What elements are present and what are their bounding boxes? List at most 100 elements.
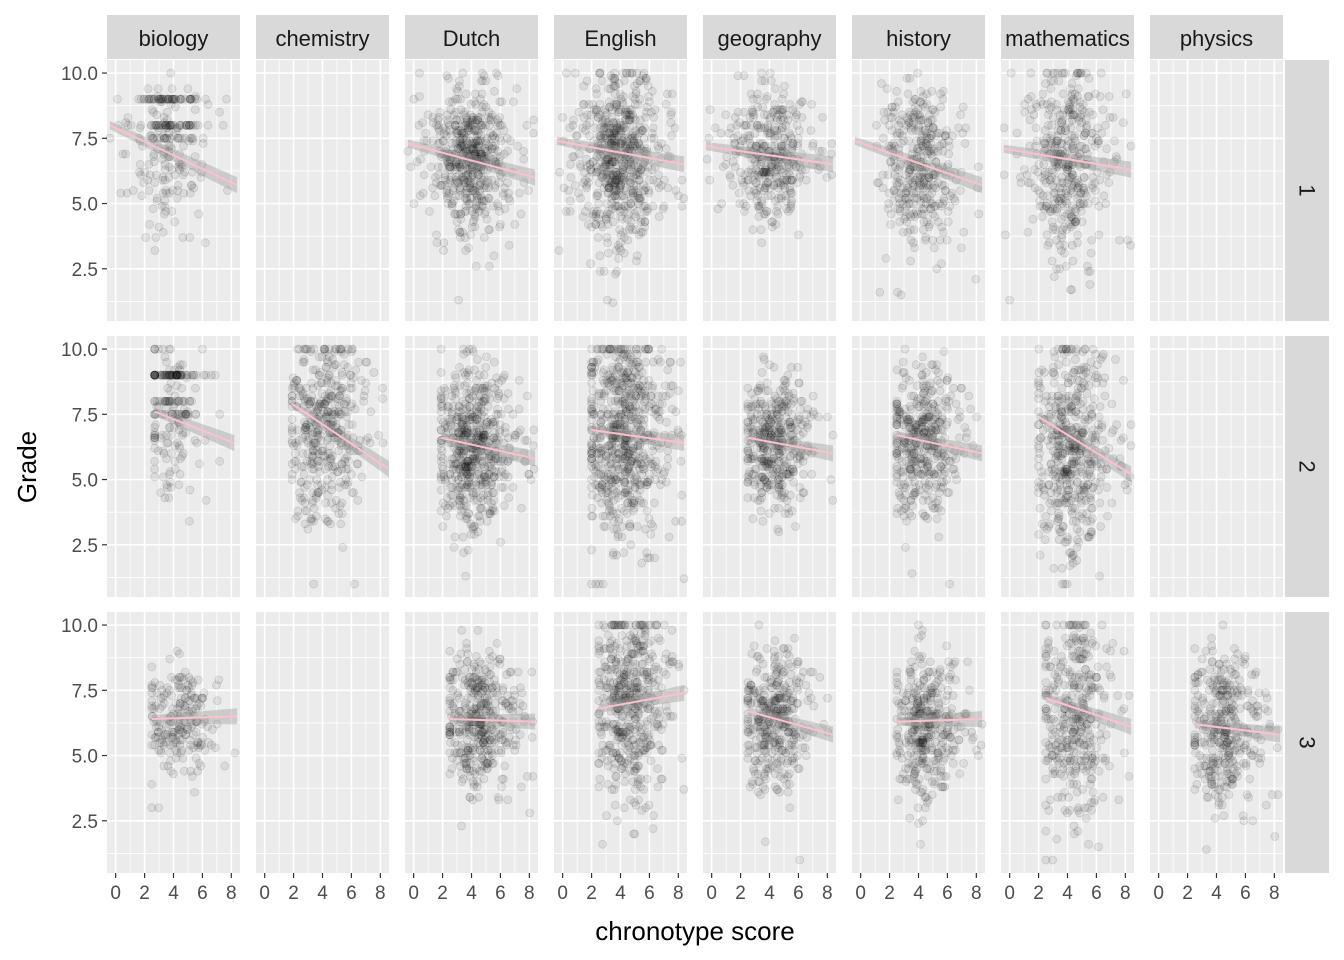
data-point: [775, 165, 785, 175]
data-point: [1104, 92, 1114, 101]
data-point: [910, 243, 920, 253]
facet-strip-physics: physics: [1150, 15, 1283, 59]
data-point: [702, 154, 712, 164]
data-point: [474, 128, 483, 138]
data-point: [642, 102, 652, 112]
data-point: [135, 167, 144, 177]
data-point: [1115, 235, 1124, 245]
row-strip-3: 3: [1285, 612, 1329, 873]
data-point: [178, 360, 188, 370]
data-point: [705, 175, 715, 185]
data-point: [300, 506, 310, 516]
data-point: [493, 115, 503, 125]
data-point: [496, 537, 506, 547]
data-point: [465, 183, 475, 193]
data-point: [793, 459, 803, 469]
data-point: [442, 115, 452, 125]
data-point: [516, 209, 526, 219]
data-point: [472, 196, 482, 206]
data-point: [721, 110, 731, 120]
data-point: [470, 204, 480, 214]
data-point: [1005, 295, 1014, 305]
data-point: [170, 456, 180, 466]
data-point: [474, 139, 484, 148]
data-point: [196, 172, 206, 182]
data-point: [649, 498, 659, 508]
data-point: [199, 370, 209, 380]
data-point: [160, 118, 170, 127]
data-point: [631, 86, 641, 96]
data-point: [1052, 100, 1061, 109]
data-point: [450, 370, 460, 380]
data-point: [478, 68, 487, 78]
data-point: [1110, 136, 1119, 146]
data-point: [165, 188, 175, 198]
data-point: [1085, 107, 1094, 117]
data-point: [157, 201, 167, 211]
data-point: [498, 188, 508, 198]
data-point: [1079, 131, 1089, 141]
data-point: [587, 378, 596, 388]
data-point: [143, 84, 153, 94]
data-point: [764, 509, 774, 518]
data-point: [113, 94, 122, 104]
data-point: [458, 532, 468, 542]
data-point: [1094, 201, 1104, 211]
data-point: [149, 94, 159, 104]
data-point: [136, 120, 146, 130]
data-point: [635, 485, 645, 495]
data-point: [456, 209, 466, 219]
data-point: [467, 222, 477, 232]
data-point: [432, 238, 442, 248]
data-point: [942, 126, 951, 135]
data-point: [822, 172, 832, 182]
data-point: [178, 448, 188, 458]
data-point: [150, 428, 160, 438]
data-point: [354, 357, 364, 367]
data-point: [1040, 175, 1049, 185]
data-point: [1067, 167, 1077, 177]
data-point: [1038, 89, 1048, 99]
data-point: [198, 139, 208, 148]
data-point: [922, 100, 932, 109]
data-point: [1121, 89, 1131, 99]
data-point: [442, 422, 452, 432]
data-point: [1001, 230, 1010, 240]
data-point: [450, 120, 460, 130]
data-point: [1043, 68, 1052, 78]
data-point: [167, 94, 177, 104]
data-point: [605, 128, 614, 138]
data-point: [476, 178, 485, 188]
data-point: [1034, 159, 1044, 169]
data-point: [1020, 100, 1029, 109]
data-point: [374, 430, 384, 440]
data-point: [896, 290, 906, 300]
data-point: [489, 86, 499, 96]
data-point: [453, 144, 463, 154]
data-point: [166, 344, 176, 354]
data-point: [287, 425, 297, 435]
data-point: [927, 86, 937, 96]
data-point: [287, 459, 297, 469]
data-point: [184, 120, 194, 130]
data-point: [186, 94, 196, 104]
data-point: [481, 352, 491, 362]
data-point: [634, 175, 644, 185]
data-point: [154, 94, 164, 104]
data-point: [493, 201, 503, 211]
y-tick-label: 2.5: [72, 260, 98, 281]
data-point: [1069, 144, 1078, 154]
data-point: [200, 238, 210, 248]
data-point: [776, 193, 786, 203]
data-point: [646, 519, 656, 529]
data-point: [425, 206, 434, 216]
data-point: [666, 381, 676, 391]
data-point: [904, 193, 913, 203]
data-point: [896, 139, 906, 148]
data-point: [1083, 92, 1093, 101]
data-point: [185, 188, 195, 198]
data-point: [179, 141, 188, 151]
data-point: [792, 120, 802, 130]
data-point: [175, 133, 185, 143]
data-point: [150, 370, 160, 380]
